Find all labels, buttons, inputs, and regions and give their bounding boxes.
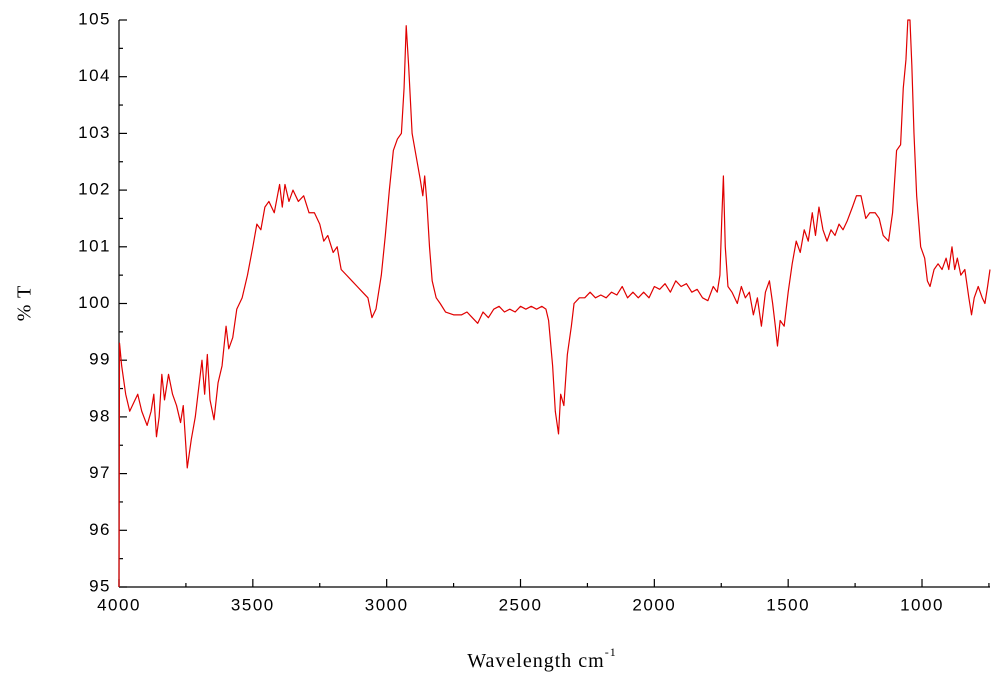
x-tick-label: 1500 xyxy=(766,595,810,614)
x-tick-label: 3000 xyxy=(365,595,409,614)
spectrum-line xyxy=(118,19,991,588)
y-tick-label: 101 xyxy=(78,236,111,255)
y-tick-label: 99 xyxy=(89,350,111,369)
x-axis-label-superscript: -1 xyxy=(605,645,617,659)
y-tick-label: 103 xyxy=(78,123,111,142)
x-axis-label-text: Wavelength cm xyxy=(467,650,604,672)
y-tick-label: 96 xyxy=(89,520,111,539)
y-tick-label: 105 xyxy=(78,9,111,28)
x-tick-label: 3500 xyxy=(231,595,275,614)
y-tick-label: 98 xyxy=(89,406,111,425)
y-tick-label: 97 xyxy=(89,463,111,482)
y-tick-label: 102 xyxy=(78,180,111,199)
x-tick-label: 2000 xyxy=(632,595,676,614)
y-axis-label: % T xyxy=(14,285,36,322)
y-tick-label: 104 xyxy=(78,66,111,85)
y-tick-label: 100 xyxy=(78,293,111,312)
x-tick-label: 1000 xyxy=(900,595,944,614)
x-tick-label: 2500 xyxy=(499,595,543,614)
x-axis-label: Wavelength cm-1 xyxy=(467,645,616,672)
x-tick-label: 4000 xyxy=(97,595,141,614)
y-tick-label: 95 xyxy=(89,576,111,595)
